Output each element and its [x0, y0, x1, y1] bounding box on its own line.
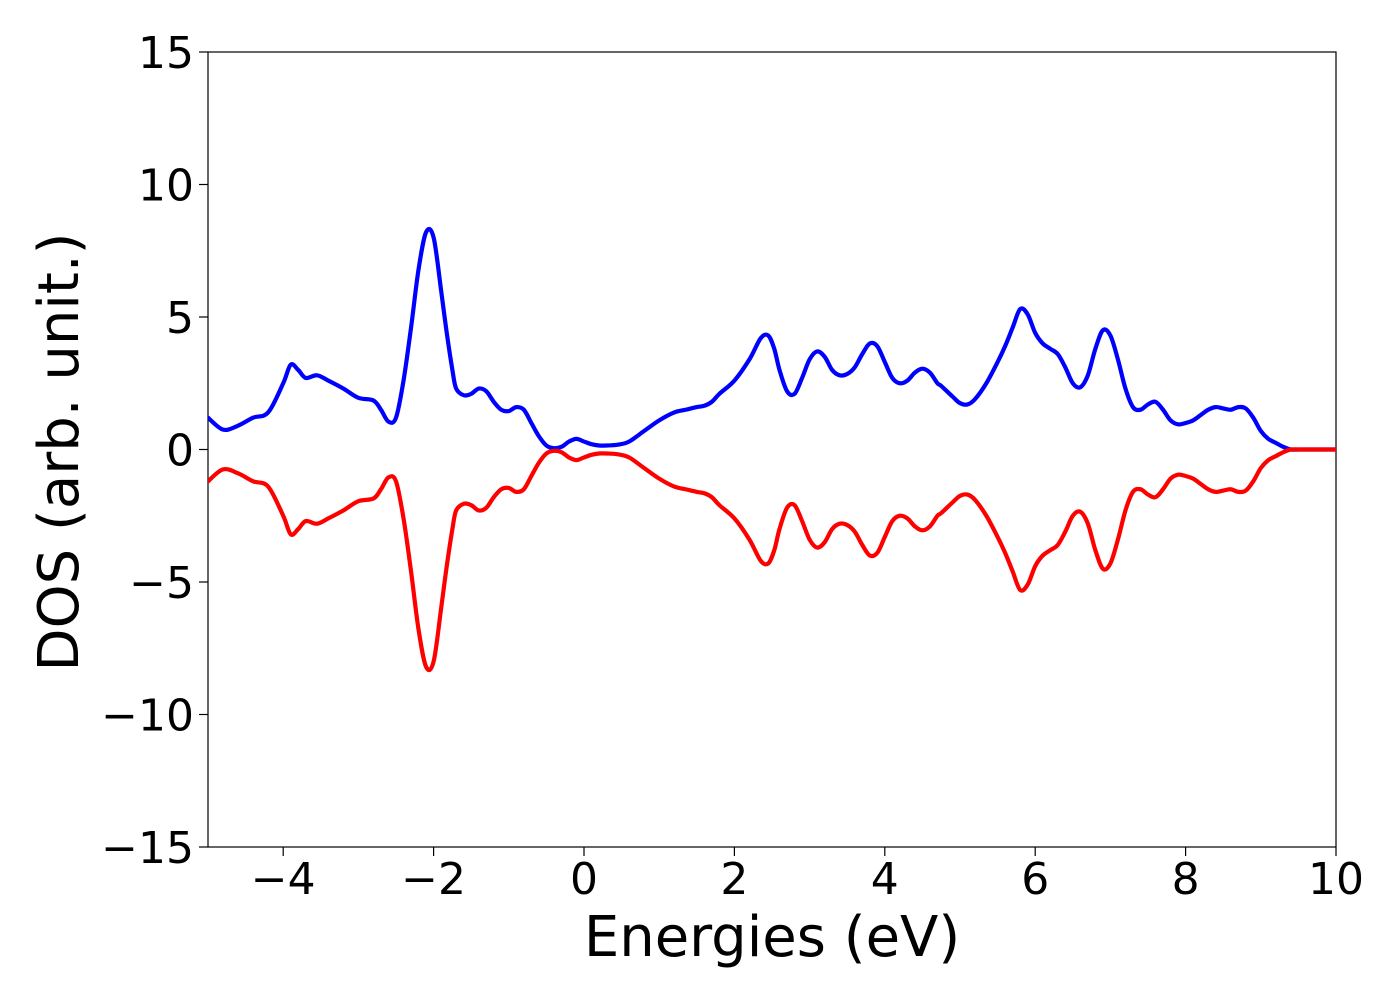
y-tick-label: 0 [166, 426, 194, 477]
x-tick-label: 2 [720, 854, 748, 905]
y-tick-label: −15 [101, 823, 194, 874]
series-line-1 [208, 226, 1336, 452]
series-layer [208, 226, 1336, 673]
y-axis-ticks: 15 10 5 0 −5 −10 −15 [101, 28, 208, 874]
x-tick-label: 8 [1172, 854, 1200, 905]
plot-area [207, 51, 1337, 848]
y-tick-label: 15 [138, 28, 194, 79]
y-tick-label: 5 [166, 293, 194, 344]
y-tick-label: 10 [138, 161, 194, 212]
plot-frame [207, 51, 1337, 848]
x-tick-label: −4 [251, 854, 316, 905]
y-axis-label: DOS (arb. unit.) [27, 232, 92, 671]
y-tick-label: −10 [101, 691, 194, 742]
x-tick-label: 4 [871, 854, 899, 905]
x-axis-label: Energies (eV) [584, 905, 960, 970]
x-tick-label: 6 [1021, 854, 1049, 905]
x-tick-label: −2 [401, 854, 466, 905]
y-tick-label: −5 [129, 558, 194, 609]
x-axis-ticks: −4 −2 0 2 4 6 8 10 [251, 847, 1364, 905]
x-tick-label: 10 [1308, 854, 1364, 905]
x-tick-label: 0 [570, 854, 598, 905]
series-line-2 [208, 447, 1336, 673]
